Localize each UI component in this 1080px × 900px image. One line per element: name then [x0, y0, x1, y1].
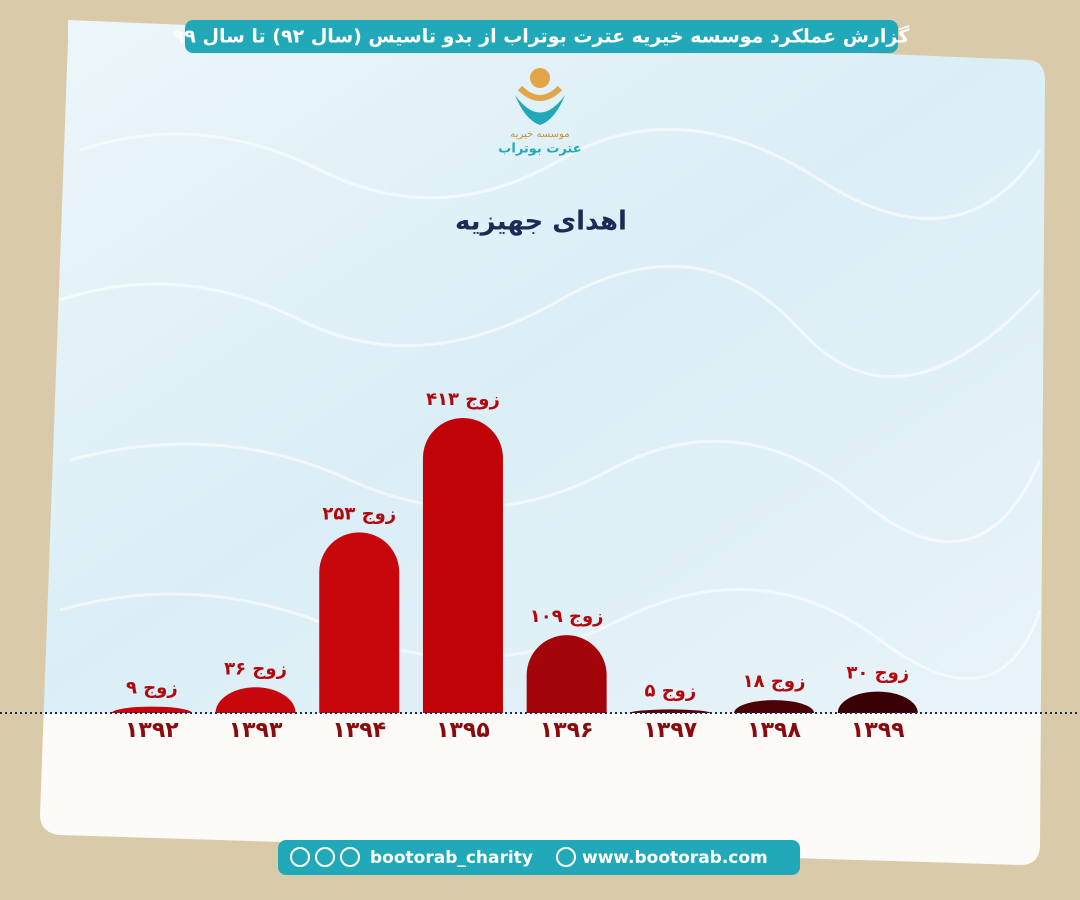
social-icons: [290, 847, 576, 867]
bar: [319, 532, 400, 713]
x-tick-label: ۱۳۹۳: [229, 718, 283, 743]
bar: [734, 700, 815, 713]
footer-social: bootorab_charity: [370, 848, 533, 868]
value-label: ۱۸ زوج: [743, 671, 806, 692]
bar: [111, 706, 192, 713]
footer-pill: [278, 840, 800, 875]
bar: [215, 687, 296, 713]
x-tick-label: ۱۳۹۹: [851, 718, 905, 743]
x-tick-label: ۱۳۹۶: [540, 718, 594, 743]
bar: [526, 635, 607, 713]
footer-website: www.bootorab.com: [582, 848, 768, 868]
x-tick-label: ۱۳۹۲: [125, 718, 179, 743]
plot: ۹ زوج ۱۳۹۲ ۳۶ زوج ۱۳۹۳ ۲۵۳ زوج ۱۳۹۴ ۴۱۳ زوج ۱۳۹…: [111, 389, 918, 743]
page-title: گزارش عملکرد موسسه خیریه عترت بوتراب از …: [173, 25, 911, 48]
logo-line1: موسسه خیریه: [510, 129, 569, 140]
chart-title: اهدای جهیزیه: [455, 207, 627, 237]
x-tick-label: ۱۳۹۸: [747, 718, 801, 743]
bar: [837, 691, 918, 713]
bar: [422, 418, 503, 713]
value-label: ۱۰۹ زوج: [530, 606, 604, 627]
water-pattern: [59, 127, 1042, 681]
x-tick-label: ۱۳۹۷: [643, 718, 697, 743]
x-tick-label: ۱۳۹۵: [436, 718, 490, 743]
value-label: ۳۶ زوج: [224, 658, 287, 679]
title-pill: [185, 20, 898, 53]
value-label: ۴۱۳ زوج: [426, 389, 500, 410]
logo: موسسه خیریه عترت بوتراب: [498, 68, 582, 157]
value-label: ۹ زوج: [126, 678, 178, 699]
logo-line2: عترت بوتراب: [498, 142, 581, 157]
value-label: ۳۰ زوج: [846, 663, 909, 684]
value-label: ۲۵۳ زوج: [322, 503, 396, 524]
x-tick-label: ۱۳۹۴: [332, 718, 386, 743]
value-label: ۵ زوج: [644, 680, 696, 701]
